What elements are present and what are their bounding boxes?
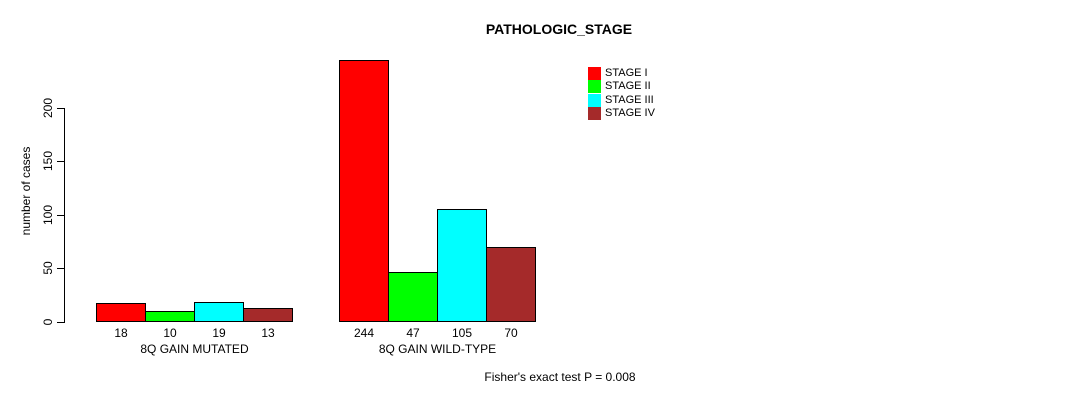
- y-axis-tick: [57, 268, 64, 269]
- bar-value-label: 18: [114, 326, 128, 340]
- y-axis-tick: [57, 322, 64, 323]
- legend-label: STAGE II: [605, 80, 651, 93]
- y-axis-tick: [57, 161, 64, 162]
- bar-value-label: 70: [504, 326, 518, 340]
- stage-ii-swatch: [588, 80, 601, 94]
- category-label-8q-gain-mutated: 8Q GAIN MUTATED: [140, 342, 249, 356]
- annotation-text: Fisher's exact test P = 0.008: [484, 370, 636, 384]
- legend-item-stage-iii: STAGE III: [588, 93, 654, 107]
- y-axis-tick-label: 100: [41, 204, 55, 226]
- legend-label: STAGE III: [605, 93, 654, 106]
- bar-value-label: 47: [406, 326, 420, 340]
- bar-value-label: 19: [212, 326, 226, 340]
- bar-value-label: 244: [353, 326, 375, 340]
- bar-stage-iii-8q-gain-wild-type: [437, 209, 487, 322]
- legend-item-stage-ii: STAGE II: [588, 80, 651, 94]
- bar-value-label: 10: [163, 326, 177, 340]
- stage-i-swatch: [588, 67, 601, 80]
- bar-stage-iv-8q-gain-mutated: [243, 308, 293, 322]
- category-label-8q-gain-wild-type: 8Q GAIN WILD-TYPE: [378, 342, 497, 356]
- bar-value-label: 13: [261, 326, 275, 340]
- stage-iv-swatch: [588, 106, 601, 120]
- chart-title: PATHOLOGIC_STAGE: [485, 21, 633, 37]
- bar-value-label: 105: [451, 326, 473, 340]
- y-axis-tick-label: 200: [41, 97, 55, 119]
- y-axis-tick-label: 50: [41, 261, 55, 275]
- y-axis-line: [64, 108, 65, 323]
- bar-stage-i-8q-gain-wild-type: [339, 60, 389, 322]
- bar-stage-iii-8q-gain-mutated: [194, 302, 244, 322]
- y-axis-tick: [57, 108, 64, 109]
- legend-label: STAGE I: [605, 67, 648, 79]
- stage-iii-swatch: [588, 93, 601, 107]
- bar-stage-ii-8q-gain-wild-type: [388, 272, 438, 322]
- bar-stage-ii-8q-gain-mutated: [145, 311, 195, 322]
- y-axis-tick-label: 150: [41, 150, 55, 172]
- y-axis-label: number of cases: [19, 146, 33, 236]
- y-axis-tick: [57, 215, 64, 216]
- legend-label: STAGE IV: [605, 106, 655, 119]
- legend-item-stage-iv: STAGE IV: [588, 106, 655, 120]
- legend-item-stage-i: STAGE I: [588, 67, 648, 80]
- bar-stage-iv-8q-gain-wild-type: [486, 247, 536, 322]
- y-axis-tick-label: 0: [41, 318, 55, 326]
- bar-stage-i-8q-gain-mutated: [96, 303, 146, 322]
